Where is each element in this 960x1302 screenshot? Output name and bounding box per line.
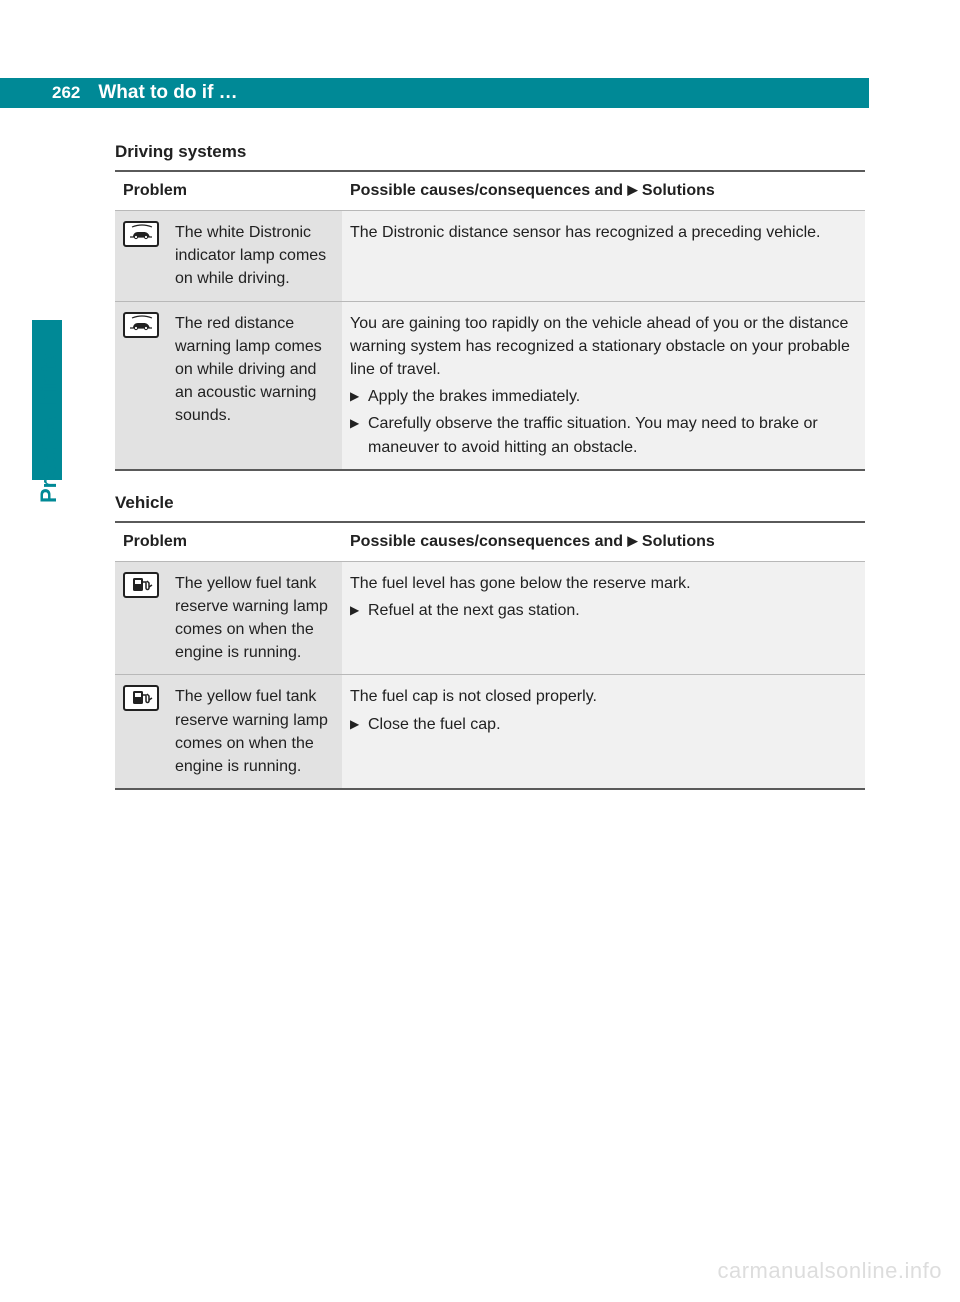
chapter-title: What to do if …	[88, 78, 869, 108]
col-header-solution: Possible causes/consequences and ▶ Solut…	[342, 171, 865, 211]
solution-cell: The fuel level has gone below the reserv…	[342, 561, 865, 675]
troubleshoot-table: ProblemPossible causes/consequences and …	[115, 170, 865, 471]
side-label: Practical hints	[36, 353, 62, 503]
page-number: 262	[0, 78, 88, 108]
problem-text: The white Distronic indicator lamp comes…	[167, 211, 342, 302]
distance-icon	[123, 221, 159, 247]
warning-lamp-icon-cell	[115, 301, 167, 470]
solution-intro: The fuel cap is not closed properly.	[350, 685, 857, 708]
solution-cell: The Distronic distance sensor has recogn…	[342, 211, 865, 302]
troubleshoot-table: ProblemPossible causes/consequences and …	[115, 521, 865, 791]
table-row: The yellow fuel tank reserve warning lam…	[115, 561, 865, 675]
triangle-icon: ▶	[627, 182, 637, 197]
watermark: carmanualsonline.info	[717, 1258, 942, 1284]
solution-intro: The Distronic distance sensor has recogn…	[350, 221, 857, 244]
solution-steps: Close the fuel cap.	[350, 713, 857, 736]
problem-text: The red distance warning lamp comes on w…	[167, 301, 342, 470]
solution-cell: The fuel cap is not closed properly. Clos…	[342, 675, 865, 789]
solution-intro: The fuel level has gone below the reserv…	[350, 572, 857, 595]
distance-icon	[123, 312, 159, 338]
warning-lamp-icon-cell	[115, 211, 167, 302]
fuel-icon	[123, 572, 159, 598]
solution-step: Close the fuel cap.	[350, 713, 857, 736]
page-content: Driving systemsProblemPossible causes/co…	[115, 142, 865, 812]
header-bar: 262 What to do if …	[0, 78, 869, 108]
solution-step: Apply the brakes immediately.	[350, 385, 857, 408]
solution-steps: Apply the brakes immediately. Carefully o…	[350, 385, 857, 459]
table-row: The red distance warning lamp comes on w…	[115, 301, 865, 470]
solution-step: Refuel at the next gas station.	[350, 599, 857, 622]
table-row: The white Distronic indicator lamp comes…	[115, 211, 865, 302]
warning-lamp-icon-cell	[115, 561, 167, 675]
triangle-icon: ▶	[627, 533, 637, 548]
solution-cell: You are gaining too rapidly on the vehic…	[342, 301, 865, 470]
table-row: The yellow fuel tank reserve warning lam…	[115, 675, 865, 789]
section-title: Vehicle	[115, 493, 865, 513]
col-header-solution: Possible causes/consequences and ▶ Solut…	[342, 522, 865, 562]
solution-intro: You are gaining too rapidly on the vehic…	[350, 312, 857, 382]
problem-text: The yellow fuel tank reserve warning lam…	[167, 675, 342, 789]
problem-text: The yellow fuel tank reserve warning lam…	[167, 561, 342, 675]
solution-steps: Refuel at the next gas station.	[350, 599, 857, 622]
section-title: Driving systems	[115, 142, 865, 162]
fuel-icon	[123, 685, 159, 711]
solution-step: Carefully observe the traffic situation.…	[350, 412, 857, 458]
col-header-problem: Problem	[115, 171, 342, 211]
warning-lamp-icon-cell	[115, 675, 167, 789]
col-header-problem: Problem	[115, 522, 342, 562]
